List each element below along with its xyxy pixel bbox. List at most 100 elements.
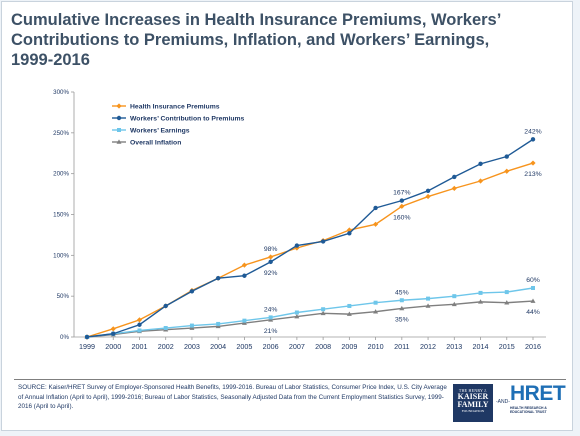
x-tick-label: 2011 bbox=[394, 342, 409, 351]
data-label: 160% bbox=[393, 214, 410, 221]
data-point-contribution bbox=[399, 198, 405, 203]
y-tick-label: 100% bbox=[53, 252, 69, 259]
data-point-premiums bbox=[372, 221, 379, 227]
data-point-contribution bbox=[320, 239, 326, 244]
legend-label-inflation: Overall Inflation bbox=[130, 139, 181, 146]
data-point-inflation bbox=[399, 305, 405, 311]
footer-divider bbox=[14, 379, 566, 380]
y-tick-label: 50% bbox=[57, 293, 70, 300]
legend-label-premiums: Health Insurance Premiums bbox=[130, 103, 220, 110]
line-chart: 0% 50% 100% 150% 200% 250% 300% 1999 2000 2001 200… bbox=[53, 89, 546, 351]
data-point-earnings bbox=[189, 323, 194, 328]
y-tick-label: 200% bbox=[53, 171, 69, 178]
x-tick-label: 2008 bbox=[315, 342, 331, 351]
data-point-inflation bbox=[530, 298, 536, 303]
data-point-premiums bbox=[477, 178, 484, 184]
data-point-contribution bbox=[452, 174, 457, 180]
data-label: 92% bbox=[264, 270, 278, 277]
x-tick-label: 2003 bbox=[184, 342, 200, 351]
data-point-earnings bbox=[242, 318, 247, 323]
data-point-contribution bbox=[189, 289, 195, 294]
data-point-premiums bbox=[399, 203, 405, 209]
x-tick-label: 2006 bbox=[263, 342, 279, 351]
data-point-premiums bbox=[504, 168, 510, 174]
data-point-earnings bbox=[216, 321, 221, 326]
data-point-premiums bbox=[136, 317, 143, 323]
x-tick-label: 2012 bbox=[420, 342, 436, 351]
data-label: 242% bbox=[524, 128, 541, 135]
slide: Cumulative Increases in Health Insurance… bbox=[1, 1, 573, 431]
legend-marker-contribution bbox=[116, 115, 122, 121]
y-tick-label: 300% bbox=[53, 89, 69, 96]
data-point-earnings bbox=[347, 303, 352, 308]
data-label: 213% bbox=[524, 171, 541, 178]
x-tick-label: 2007 bbox=[289, 342, 305, 351]
data-point-contribution bbox=[478, 161, 483, 167]
hret-logo-word: HRET bbox=[510, 382, 566, 405]
data-label: 45% bbox=[395, 289, 409, 296]
data-point-inflation bbox=[241, 320, 247, 325]
kff-logo-line-1: THE HENRY J. bbox=[458, 388, 488, 393]
data-point-contribution bbox=[373, 205, 378, 211]
source-note: SOURCE: Kaiser/HRET Survey of Employer-S… bbox=[18, 384, 447, 411]
data-point-contribution bbox=[425, 188, 431, 194]
x-tick-label: 2016 bbox=[525, 342, 541, 351]
data-point-earnings bbox=[478, 290, 483, 295]
series-line-inflation bbox=[86, 300, 534, 338]
legend-marker-earnings bbox=[117, 128, 121, 132]
data-point-contribution bbox=[504, 154, 509, 159]
data-point-earnings bbox=[321, 307, 326, 312]
data-point-contribution bbox=[111, 331, 116, 336]
data-point-premiums bbox=[241, 262, 248, 268]
data-point-contribution bbox=[137, 322, 142, 327]
x-tick-label: 2005 bbox=[236, 342, 252, 351]
data-point-premiums bbox=[268, 254, 274, 260]
data-point-contribution bbox=[163, 303, 168, 309]
data-point-contribution bbox=[215, 276, 221, 281]
data-label: 21% bbox=[264, 328, 278, 335]
data-point-inflation bbox=[189, 325, 195, 330]
x-tick-label: 2009 bbox=[341, 342, 357, 351]
y-tick-label: 250% bbox=[53, 130, 69, 137]
data-point-premiums bbox=[110, 326, 116, 332]
data-point-inflation bbox=[425, 303, 431, 308]
data-point-earnings bbox=[268, 315, 273, 320]
chart-title: Cumulative Increases in Health Insurance… bbox=[11, 11, 502, 69]
data-point-inflation bbox=[504, 300, 510, 305]
data-point-premiums bbox=[530, 160, 536, 166]
hret-logo-tagline: HEALTH RESEARCH & EDUCATIONAL TRUST bbox=[510, 406, 547, 414]
data-label: 44% bbox=[526, 309, 540, 316]
x-tick-label: 2000 bbox=[105, 342, 121, 351]
data-point-contribution bbox=[530, 137, 536, 142]
legend-label-earnings: Workers’ Earnings bbox=[130, 127, 190, 134]
data-point-earnings bbox=[373, 300, 378, 305]
data-point-premiums bbox=[425, 193, 431, 200]
data-point-earnings bbox=[531, 286, 535, 290]
data-point-premiums bbox=[294, 245, 300, 251]
data-point-inflation bbox=[451, 301, 457, 307]
data-point-earnings bbox=[137, 328, 142, 333]
data-point-earnings bbox=[163, 326, 168, 331]
y-tick-label: 0% bbox=[60, 334, 69, 341]
data-point-earnings bbox=[294, 310, 299, 315]
legend-label-contribution: Workers’ Contribution to Premiums bbox=[130, 115, 245, 122]
data-point-inflation bbox=[478, 299, 484, 304]
data-point-inflation bbox=[346, 311, 352, 316]
series-line-contribution bbox=[86, 138, 534, 338]
data-point-inflation bbox=[294, 313, 300, 319]
data-point-premiums bbox=[346, 227, 352, 233]
x-tick-label: 1999 bbox=[79, 342, 95, 351]
data-point-premiums bbox=[451, 185, 457, 191]
series-line-earnings bbox=[86, 287, 534, 338]
data-point-earnings bbox=[452, 294, 457, 299]
data-point-contribution bbox=[268, 259, 273, 265]
data-point-contribution bbox=[242, 273, 247, 278]
x-tick-label: 2010 bbox=[368, 342, 384, 351]
x-tick-label: 2004 bbox=[210, 342, 226, 351]
data-label: 35% bbox=[395, 316, 409, 323]
data-label: 167% bbox=[393, 190, 410, 197]
data-label: 60% bbox=[526, 277, 540, 284]
data-point-inflation bbox=[320, 310, 326, 316]
data-point-earnings bbox=[504, 290, 509, 295]
kff-logo-line-4: FOUNDATION bbox=[461, 409, 485, 413]
